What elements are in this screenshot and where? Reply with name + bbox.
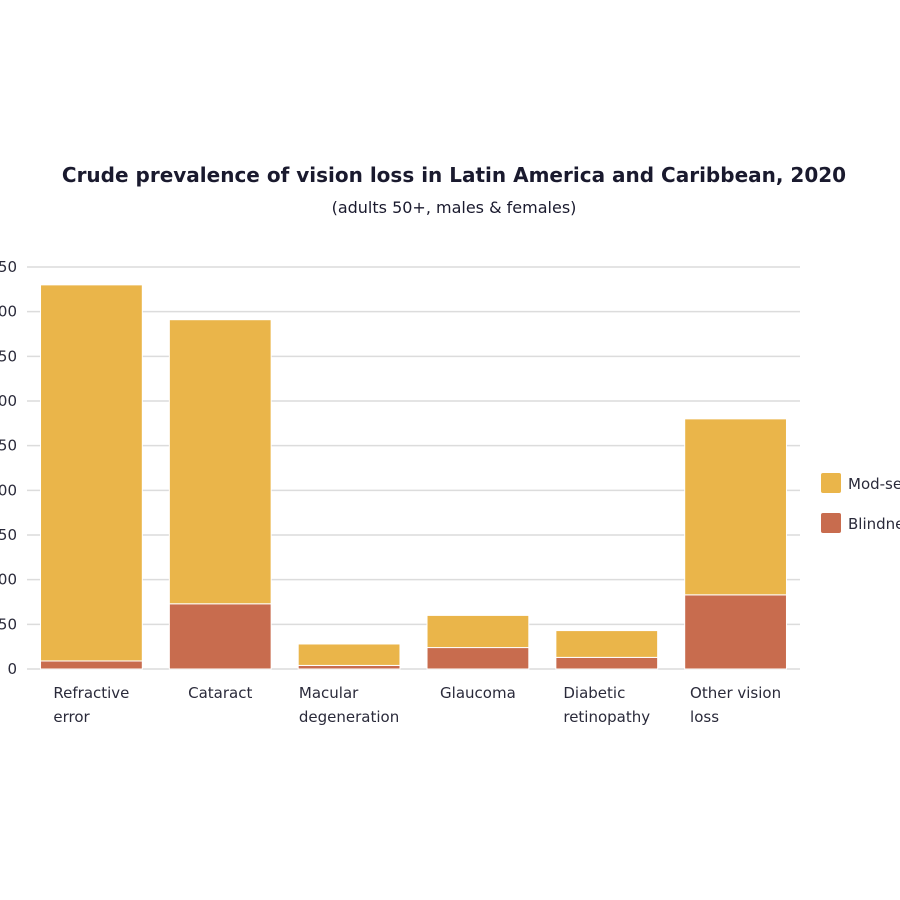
chart-title: Crude prevalence of vision loss in Latin… bbox=[62, 163, 846, 187]
bar-segment bbox=[426, 647, 530, 670]
bar-segment bbox=[426, 614, 530, 649]
x-tick-label: Diabetic retinopathy bbox=[563, 684, 650, 726]
bar-segment bbox=[297, 643, 401, 666]
bar-segment bbox=[40, 284, 143, 662]
x-tick-label: Other vision loss bbox=[690, 684, 781, 726]
bar-segment bbox=[168, 319, 272, 605]
chart-subtitle: (adults 50+, males & females) bbox=[332, 198, 577, 217]
x-tick-label: Macular degeneration bbox=[299, 684, 399, 726]
x-tick-label: Refractive error bbox=[53, 684, 129, 726]
y-tick-label: 350 bbox=[0, 347, 17, 365]
legend-label: Blindness bbox=[848, 515, 900, 533]
legend-label: Mod-severe vision impairment bbox=[848, 475, 900, 493]
bar-segment bbox=[684, 594, 787, 670]
bar-segment bbox=[168, 603, 272, 670]
y-tick-label: 100 bbox=[0, 571, 17, 589]
bar-segment bbox=[40, 660, 143, 670]
y-tick-label: 300 bbox=[0, 392, 17, 410]
bar-segment bbox=[555, 656, 659, 670]
legend-swatch bbox=[821, 513, 841, 533]
y-tick-label: 200 bbox=[0, 481, 17, 499]
y-tick-label: 50 bbox=[0, 615, 17, 633]
bar-segment bbox=[684, 418, 787, 596]
y-tick-label: 450 bbox=[0, 258, 17, 276]
bar-segment bbox=[297, 664, 401, 670]
y-tick-label: 0 bbox=[7, 660, 17, 678]
bar-segment bbox=[555, 630, 659, 658]
y-tick-label: 400 bbox=[0, 303, 17, 321]
y-tick-label: 250 bbox=[0, 437, 17, 455]
x-tick-label: Cataract bbox=[188, 684, 252, 702]
x-tick-label: Glaucoma bbox=[440, 684, 516, 702]
y-tick-label: 150 bbox=[0, 526, 17, 544]
legend-swatch bbox=[821, 473, 841, 493]
